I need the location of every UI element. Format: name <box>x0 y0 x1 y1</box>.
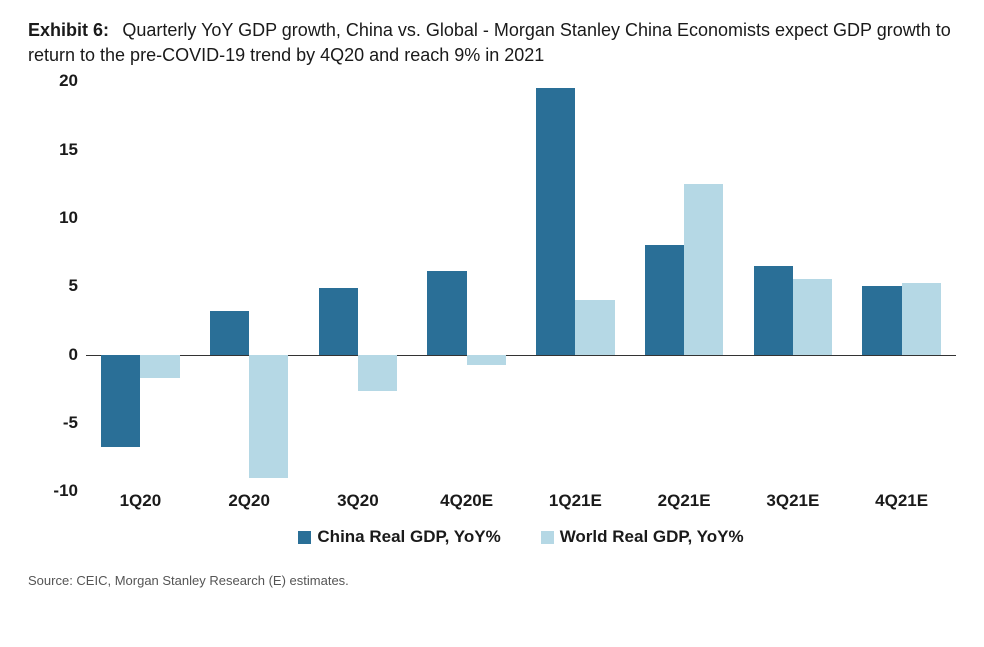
bar <box>575 300 614 355</box>
chart-area: -10-505101520 1Q202Q203Q204Q20E1Q21E2Q21… <box>28 81 956 551</box>
source-note: Source: CEIC, Morgan Stanley Research (E… <box>28 573 956 588</box>
bar <box>319 288 358 355</box>
x-tick-label: 2Q21E <box>658 491 711 511</box>
bar <box>210 311 249 355</box>
bar <box>793 279 832 354</box>
x-tick-label: 1Q21E <box>549 491 602 511</box>
legend-item: China Real GDP, YoY% <box>298 527 500 547</box>
legend-label: World Real GDP, YoY% <box>560 527 744 547</box>
bar <box>427 271 466 354</box>
y-tick-label: 0 <box>28 345 78 365</box>
bar <box>645 245 684 354</box>
bar <box>536 88 575 355</box>
bar <box>754 266 793 355</box>
y-axis: -10-505101520 <box>28 81 86 491</box>
x-tick-label: 4Q20E <box>440 491 493 511</box>
legend-swatch <box>541 531 554 544</box>
x-tick-label: 4Q21E <box>875 491 928 511</box>
x-tick-label: 1Q20 <box>120 491 162 511</box>
bar <box>101 355 140 448</box>
legend-label: China Real GDP, YoY% <box>317 527 500 547</box>
chart-title-block: Exhibit 6: Quarterly YoY GDP growth, Chi… <box>28 18 956 67</box>
y-tick-label: 15 <box>28 140 78 160</box>
x-axis: 1Q20 2Q20 3Q20 4Q20E 1Q21E 2Q21E 3Q21E 4Q21E <box>86 491 956 519</box>
bar <box>902 283 941 354</box>
y-tick-label: 10 <box>28 208 78 228</box>
exhibit-label: Exhibit 6: <box>28 20 109 40</box>
bar <box>467 355 506 366</box>
bar <box>862 286 901 354</box>
y-tick-label: 20 <box>28 71 78 91</box>
bar <box>140 355 179 378</box>
x-tick-label: 3Q21E <box>766 491 819 511</box>
chart-legend: China Real GDP, YoY% World Real GDP, YoY% <box>86 523 956 551</box>
bar <box>249 355 288 478</box>
y-tick-label: 5 <box>28 276 78 296</box>
x-tick-label: 2Q20 <box>228 491 270 511</box>
plot-region <box>86 81 956 491</box>
bar <box>684 184 723 355</box>
chart-title: Quarterly YoY GDP growth, China vs. Glob… <box>28 20 951 65</box>
legend-swatch <box>298 531 311 544</box>
legend-item: World Real GDP, YoY% <box>541 527 744 547</box>
y-tick-label: -5 <box>28 413 78 433</box>
y-tick-label: -10 <box>28 481 78 501</box>
x-tick-label: 3Q20 <box>337 491 379 511</box>
bar <box>358 355 397 392</box>
zero-axis-line <box>86 355 956 356</box>
